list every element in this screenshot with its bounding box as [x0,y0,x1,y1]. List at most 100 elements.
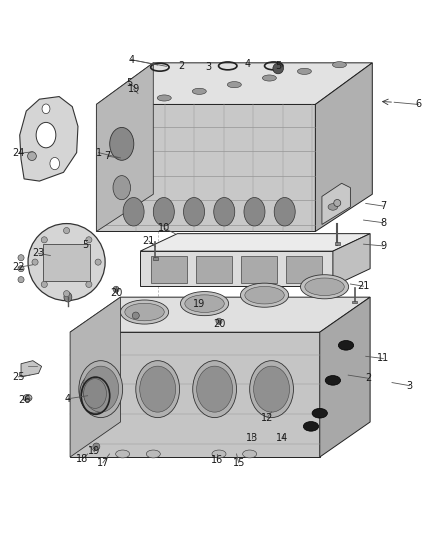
Text: 16: 16 [211,455,223,465]
Bar [335,243,340,245]
Text: 23: 23 [32,248,45,259]
Text: 21: 21 [357,281,370,291]
Ellipse shape [28,152,36,160]
Text: 4: 4 [244,59,251,69]
Polygon shape [196,256,232,283]
Polygon shape [96,63,372,104]
Bar [352,301,357,303]
Ellipse shape [120,300,169,324]
Polygon shape [70,332,320,457]
Ellipse shape [113,175,131,200]
Text: 5: 5 [126,78,132,88]
Ellipse shape [297,68,311,75]
Circle shape [41,237,47,243]
Ellipse shape [332,62,346,68]
Circle shape [32,259,38,265]
Polygon shape [21,361,42,377]
Circle shape [18,265,24,272]
Polygon shape [286,256,322,283]
Polygon shape [151,256,187,283]
Text: 17: 17 [97,458,109,468]
Polygon shape [140,233,370,251]
Text: 2: 2 [365,373,371,383]
Ellipse shape [262,75,276,81]
Ellipse shape [214,198,235,226]
Circle shape [64,228,70,233]
Ellipse shape [110,127,134,160]
Ellipse shape [274,198,295,226]
Ellipse shape [185,295,224,312]
Text: 21: 21 [143,236,155,246]
Text: 19: 19 [88,446,100,456]
Text: 2: 2 [179,61,185,71]
Polygon shape [20,96,78,181]
Text: 19: 19 [127,84,140,94]
Text: 24: 24 [12,149,25,158]
Ellipse shape [254,366,290,412]
Text: 10: 10 [158,223,170,233]
Text: 5: 5 [275,61,281,71]
Ellipse shape [243,450,257,458]
Text: 25: 25 [12,372,25,382]
Bar [153,257,158,260]
Ellipse shape [123,198,144,226]
Ellipse shape [36,123,56,148]
Ellipse shape [79,361,123,418]
Ellipse shape [50,157,60,169]
Ellipse shape [136,361,180,418]
Circle shape [216,318,222,324]
Text: 7: 7 [380,201,386,211]
Text: 1: 1 [95,148,102,158]
Polygon shape [96,104,315,231]
Circle shape [95,259,101,265]
Text: 11: 11 [377,353,389,364]
Ellipse shape [146,450,160,458]
Circle shape [18,277,24,282]
Ellipse shape [300,274,349,299]
Polygon shape [315,63,372,231]
Text: 15: 15 [233,458,245,468]
Ellipse shape [153,198,174,226]
Text: 9: 9 [380,241,386,251]
Ellipse shape [312,408,328,418]
Ellipse shape [64,292,72,302]
Text: 4: 4 [128,55,134,65]
Text: 5: 5 [82,240,88,251]
Ellipse shape [25,396,30,400]
Text: 13: 13 [246,433,258,443]
Polygon shape [70,297,370,332]
FancyBboxPatch shape [43,244,90,280]
Text: 7: 7 [104,151,110,161]
Polygon shape [96,63,153,231]
Text: 12: 12 [261,413,273,423]
Text: 3: 3 [406,381,413,391]
Circle shape [273,63,283,74]
Ellipse shape [250,361,293,418]
Ellipse shape [157,95,171,101]
Circle shape [18,255,24,261]
Ellipse shape [240,283,289,307]
Ellipse shape [140,366,176,412]
Circle shape [28,223,105,301]
Polygon shape [140,251,333,286]
Circle shape [64,290,70,297]
Polygon shape [70,297,120,457]
Ellipse shape [303,422,318,431]
Polygon shape [333,233,370,286]
Ellipse shape [125,303,164,321]
Circle shape [86,281,92,287]
Text: 20: 20 [110,288,122,298]
Ellipse shape [193,361,237,418]
Circle shape [334,199,341,206]
Ellipse shape [227,82,241,88]
Ellipse shape [83,366,119,412]
Text: 19: 19 [193,298,205,309]
Text: 22: 22 [12,262,25,272]
Ellipse shape [42,104,50,114]
Text: 18: 18 [76,454,88,464]
Text: 8: 8 [380,217,386,228]
Ellipse shape [245,286,284,304]
Text: 3: 3 [205,62,211,72]
Ellipse shape [325,376,341,385]
Circle shape [93,443,100,450]
